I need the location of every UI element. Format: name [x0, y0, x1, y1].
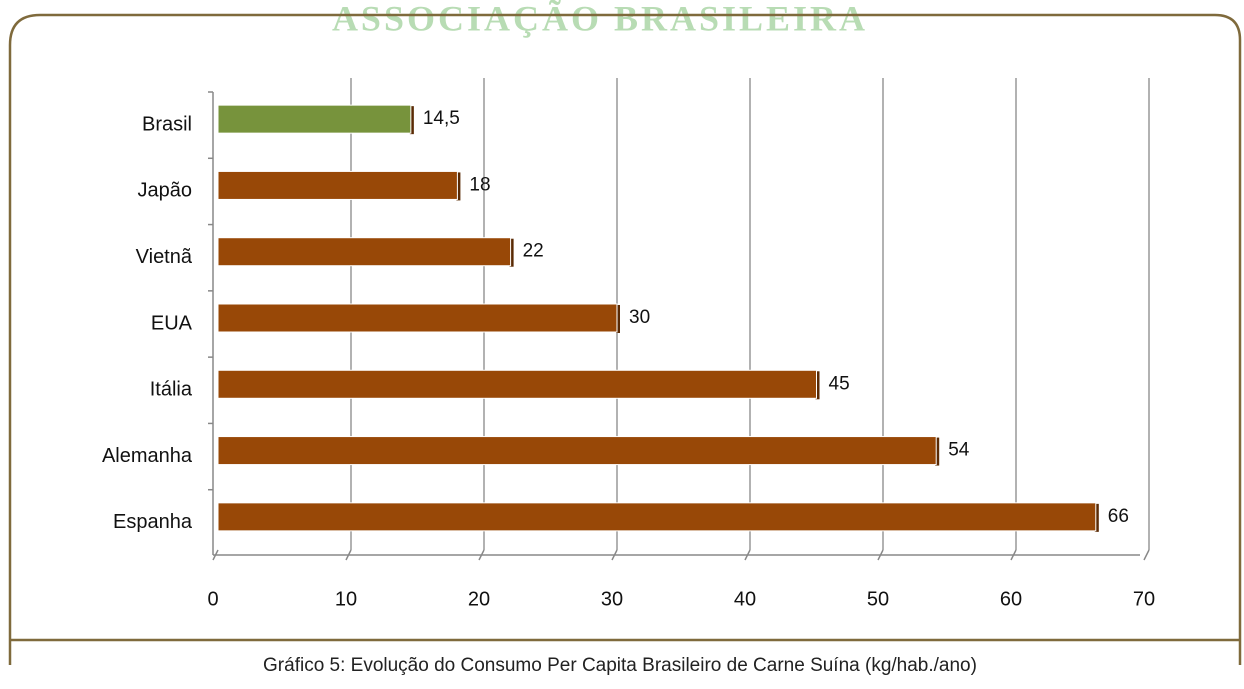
x-tick-label: 10: [335, 588, 357, 610]
x-tick: [212, 549, 219, 561]
x-tick: [744, 549, 751, 561]
y-tick-label: Itália: [150, 379, 193, 401]
bar-side: [616, 305, 620, 333]
y-tick-label: Japão: [138, 180, 193, 202]
x-tick: [478, 549, 485, 561]
bar-side: [409, 106, 414, 135]
y-tick-label: Brasil: [142, 113, 192, 135]
y-tick-label: EUA: [151, 312, 193, 334]
x-tick: [611, 549, 618, 561]
x-tick-label: 60: [1000, 588, 1022, 610]
y-tick-label: Espanha: [113, 511, 193, 533]
y-tick-label: Vietnã: [136, 246, 193, 268]
bar: [217, 237, 512, 267]
bar: [217, 369, 817, 399]
x-tick-label: 0: [207, 588, 218, 610]
x-tick-label: 20: [468, 588, 490, 610]
y-tick-label: Alemanha: [102, 445, 193, 467]
frame: [8, 13, 1242, 665]
bar-side: [509, 238, 514, 267]
value-label: 18: [469, 174, 490, 195]
x-tick-label: 40: [734, 588, 756, 610]
header: ASSOCIAÇÃO BRASILEIRA: [332, 0, 868, 38]
value-label: 45: [829, 373, 850, 394]
x-tick: [1010, 549, 1017, 561]
x-tick-label: 50: [867, 588, 889, 610]
value-label: 22: [523, 241, 544, 262]
value-label: 54: [948, 440, 970, 461]
bar: [217, 303, 618, 333]
bar: [217, 436, 937, 466]
bar-side: [935, 437, 940, 466]
x-tick-label: 70: [1133, 588, 1155, 610]
caption: Gráfico 5: Evolução do Consumo Per Capit…: [263, 655, 977, 676]
x-tick: [1143, 549, 1150, 561]
value-label: 30: [629, 307, 650, 328]
x-tick-label: 30: [601, 588, 623, 610]
x-tick: [877, 549, 884, 561]
bar: [217, 104, 412, 134]
bar: [217, 170, 458, 200]
bar: [217, 502, 1097, 532]
value-label: 14,5: [423, 108, 460, 129]
bar-side: [456, 172, 461, 201]
value-label: 66: [1108, 506, 1129, 527]
bar-side: [815, 371, 820, 400]
x-tick: [345, 549, 352, 561]
bar-side: [1094, 503, 1099, 532]
